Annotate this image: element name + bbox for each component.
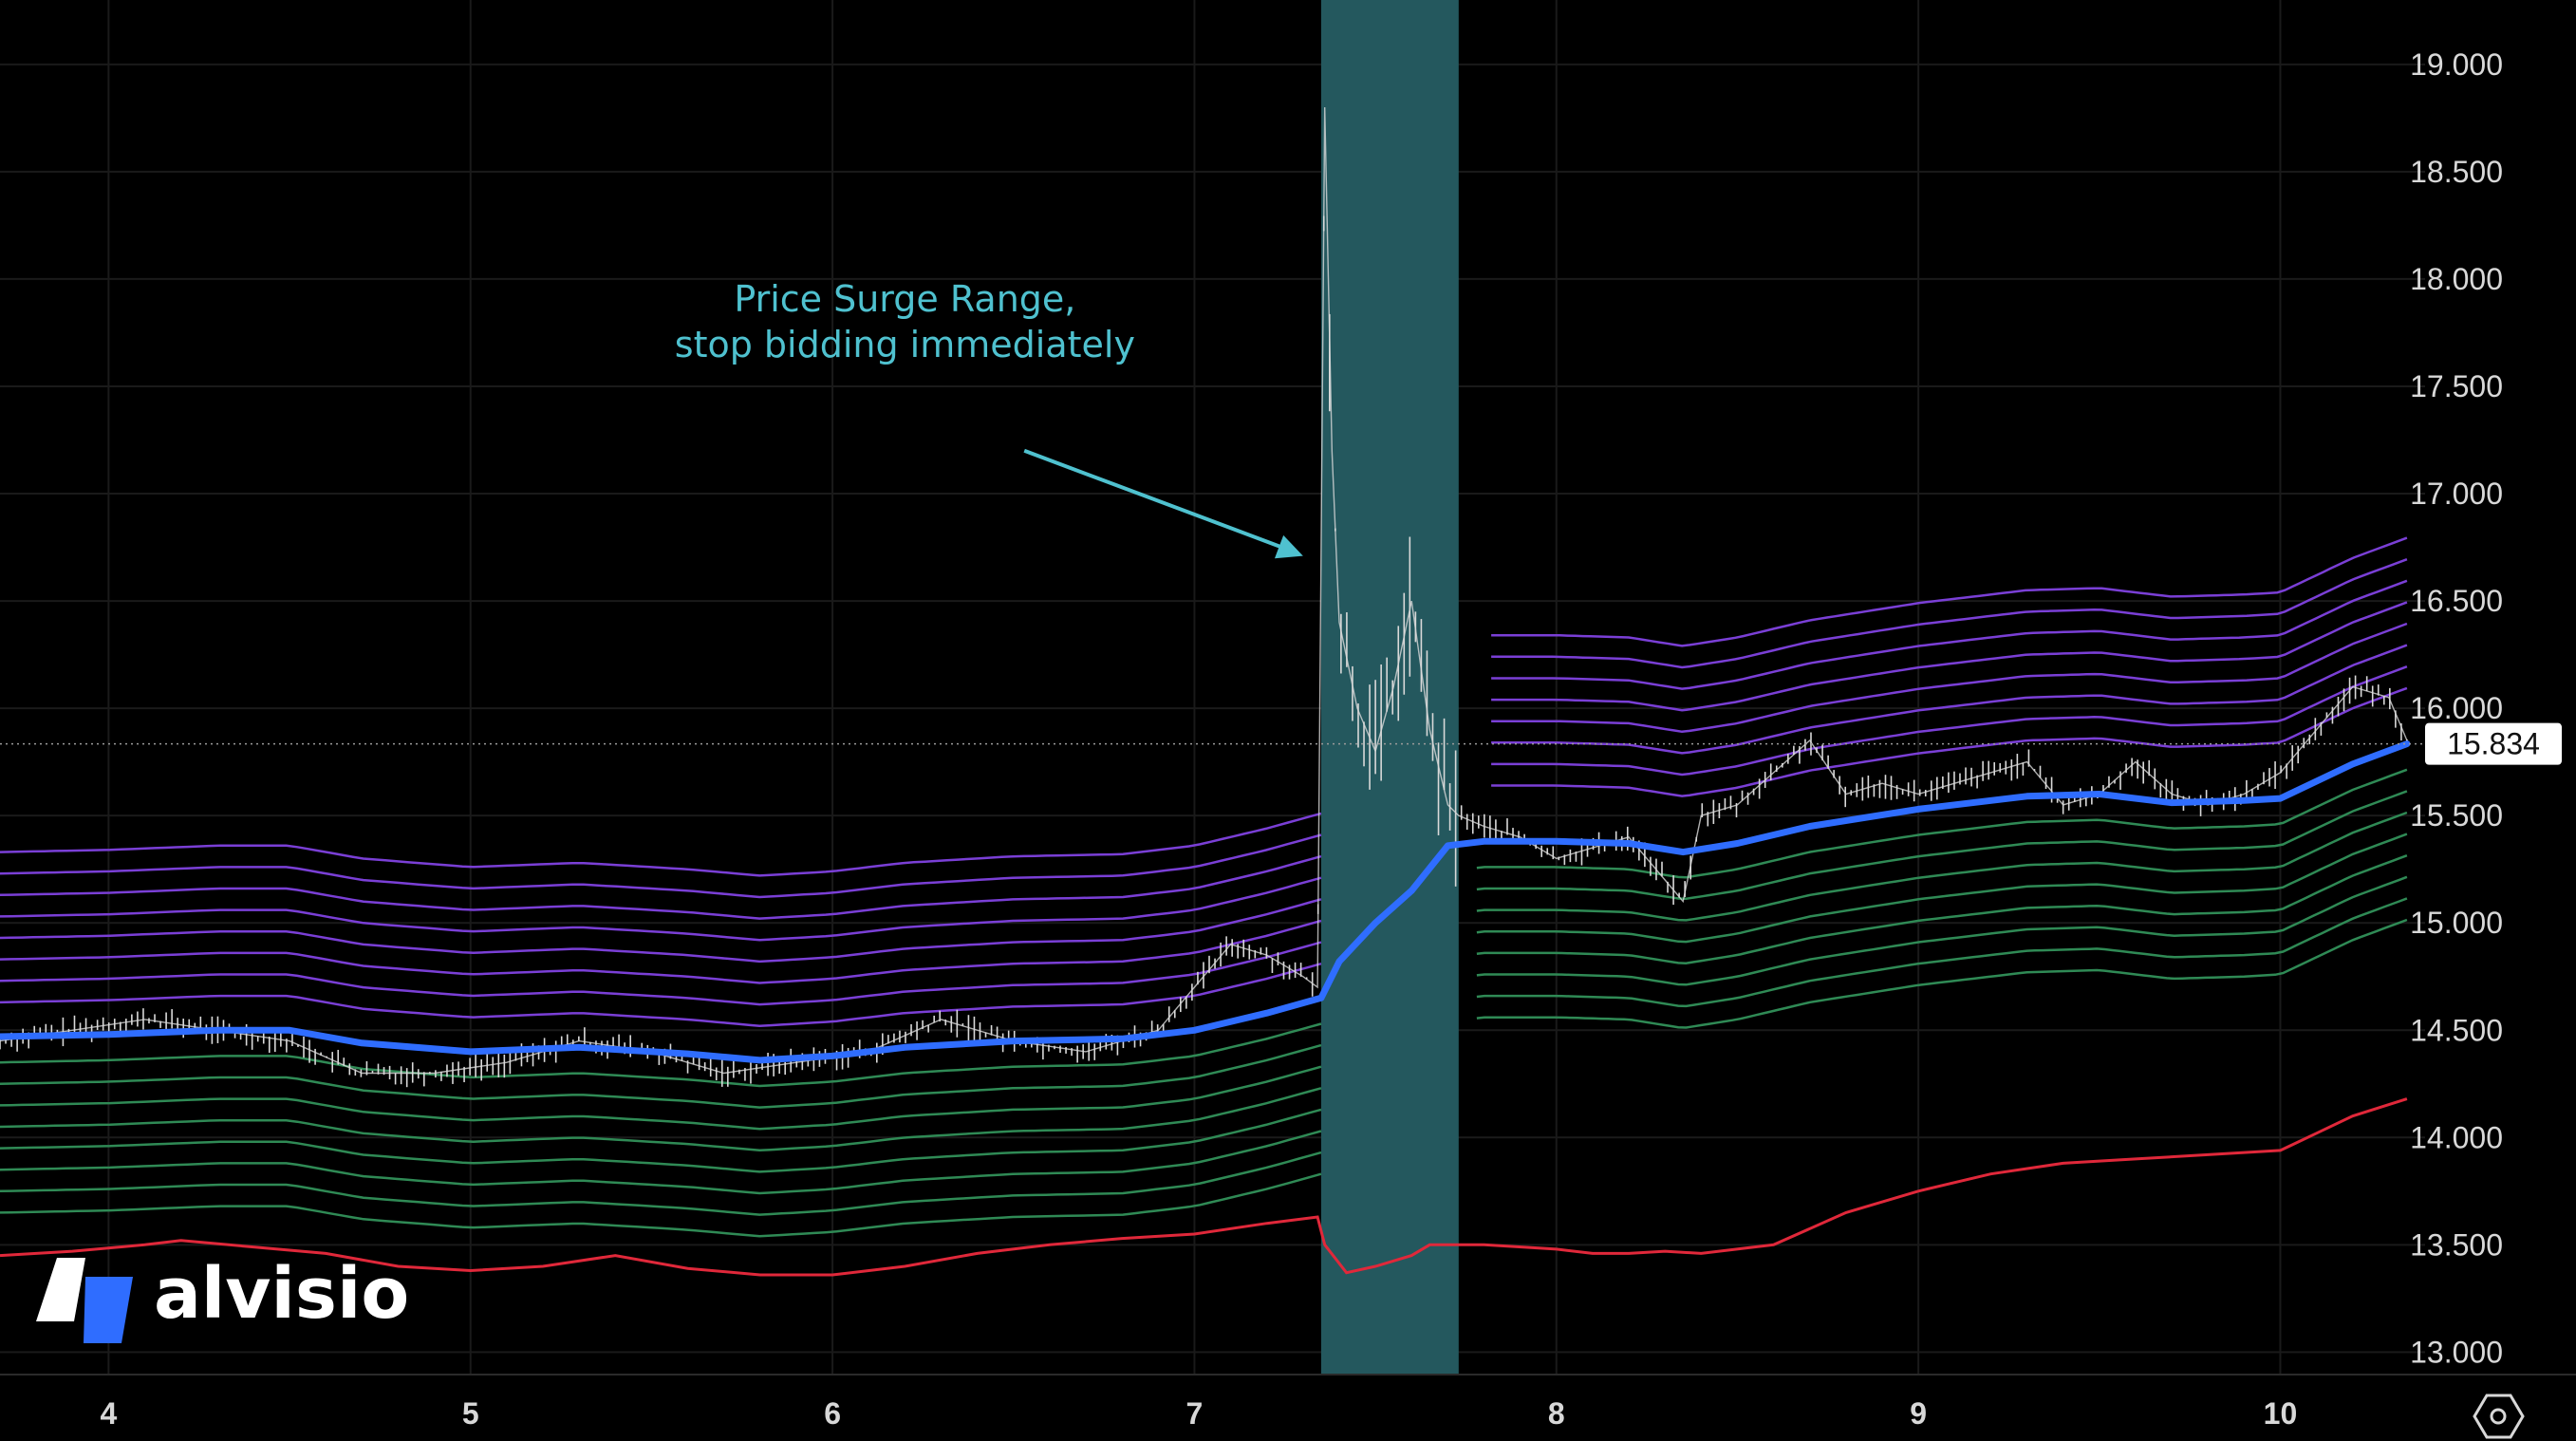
x-tick-label: 4 [101,1396,118,1431]
y-tick-label: 14.000 [2410,1120,2503,1154]
lower-band-line [1476,811,2408,922]
axis-layer: 13.000 13.500 14.000 14.500 15.000 15.500 16.0… [0,47,2576,1431]
x-tick-label: 10 [2264,1396,2298,1431]
annotation-text: stop bidding immediately [675,324,1135,365]
upper-band-line [0,833,1322,899]
upper-band-line [0,876,1322,942]
upper-band-line [0,898,1322,964]
upper-band-line [0,941,1322,1006]
annotation-text: Price Surge Range, [734,278,1075,320]
price-series-layer [0,106,2408,1088]
y-tick-label: 17.000 [2410,477,2503,511]
brand-name: alvisio [154,1253,409,1335]
y-tick-label: 16.000 [2410,691,2503,725]
last-price-label: 15.834 [2447,727,2540,761]
upper-band-line [1491,622,2408,734]
upper-band-line [0,962,1322,1027]
ema-line-layer [0,740,2411,1064]
lower-band-line [1476,833,2408,944]
lower-band-line [0,1130,1322,1195]
annotation-arrow [1023,448,1283,550]
y-tick-label: 17.500 [2410,369,2503,403]
upper-band-line [1491,579,2408,690]
y-tick-label: 18.500 [2410,155,2503,189]
lower-band-line [1476,918,2408,1029]
upper-band-line [1491,665,2408,777]
x-tick-label: 7 [1186,1396,1204,1431]
x-tick-label: 6 [824,1396,841,1431]
x-tick-label: 9 [1910,1396,1927,1431]
y-tick-label: 15.000 [2410,906,2503,940]
lower-band-line [0,1108,1322,1173]
last-price-tag [2425,722,2562,765]
upper-band-line [0,854,1322,920]
surge-range-layer [1320,0,1459,1374]
price-line [0,106,2408,1075]
lower-band-line [0,1172,1322,1238]
y-tick-label: 16.500 [2410,584,2503,618]
y-tick-label: 14.500 [2410,1013,2503,1047]
floor-line-layer [0,1097,2408,1277]
upper-band-line [0,919,1322,984]
y-tick-label: 13.000 [2410,1335,2503,1369]
alvisio-logo-icon [36,1258,133,1343]
brand-logo: alvisio [36,1253,409,1343]
upper-band-line [1491,686,2408,797]
x-tick-label: 5 [462,1396,479,1431]
lower-band-line [1476,854,2408,964]
lower-band-line [0,1065,1322,1131]
y-tick-label: 13.500 [2410,1227,2503,1262]
upper-band-line [1491,644,2408,755]
lower-band-line [0,1151,1322,1216]
grid-layer [0,0,2425,1374]
y-tick-label: 19.000 [2410,47,2503,82]
surge-range-zone [1320,0,1459,1374]
lower-band-line [0,1043,1322,1109]
lower-band-line [0,1087,1322,1152]
gear-hexagon-icon [2473,1394,2525,1439]
gear-center [2490,1408,2507,1425]
upper-band-line [0,812,1322,877]
annotation-layer: Price Surge Range,stop bidding immediate… [675,278,1303,559]
x-tick-label: 8 [1548,1396,1565,1431]
annotation-arrowhead [1274,534,1303,559]
upper-band-line [1491,558,2408,669]
upper-band-line [1491,536,2408,647]
y-tick-label: 15.500 [2410,798,2503,833]
settings-button[interactable] [2473,1394,2525,1439]
lower-band-line [1476,897,2408,1008]
lower-band-line [1476,768,2408,879]
ema-line [0,740,2411,1064]
floor-line [0,1097,2408,1277]
upper-band-line [1491,601,2408,712]
bands-layer [0,536,2408,1238]
lower-band-line [0,1022,1322,1088]
lower-band-line [1476,875,2408,986]
lower-band-line [1476,790,2408,901]
y-tick-label: 18.000 [2410,262,2503,296]
